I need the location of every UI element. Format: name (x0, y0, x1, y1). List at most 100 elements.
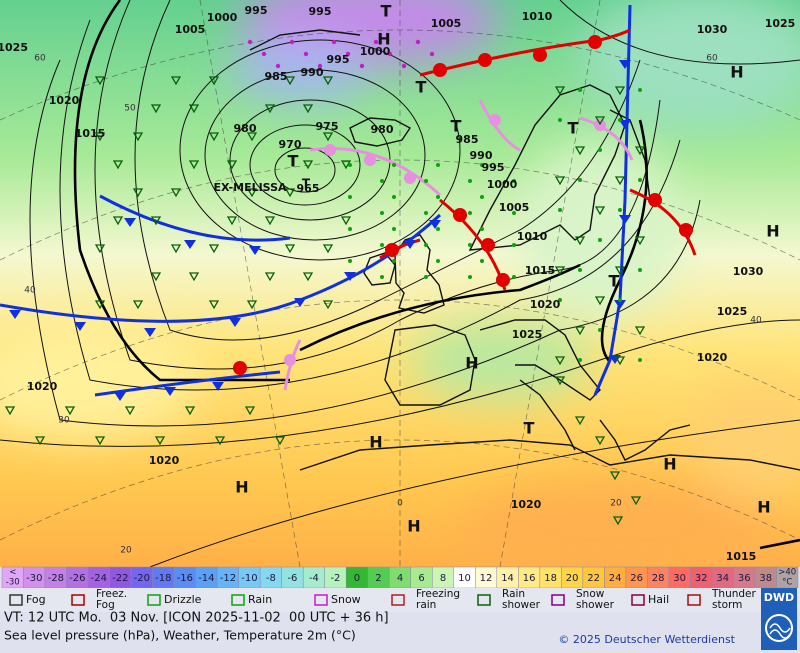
rain-symbol (468, 179, 472, 183)
rain-shower-symbol (124, 406, 136, 416)
cold-front-triangle (144, 328, 156, 337)
legend-label: storm (712, 599, 742, 611)
rain-shower-symbol (574, 326, 586, 336)
rain-shower-symbol (574, 416, 586, 426)
legend-icon (687, 594, 701, 606)
description: Sea level pressure (hPa), Weather, Tempe… (4, 628, 356, 643)
temperature-scale: <-30 -30 -28 -26 -24 -22 -20 -18 -16 -14 -12 -10 -8-… (1, 566, 799, 589)
temperature-label: 50 (124, 104, 136, 114)
temperature-label: 60 (34, 54, 46, 64)
legend-icon (477, 594, 491, 606)
rain-shower-symbol (594, 296, 606, 306)
rain-shower-symbol (94, 436, 106, 446)
rain-shower-symbol (302, 160, 314, 170)
snow-symbol (303, 51, 309, 57)
rain-symbol (480, 259, 484, 263)
scale-label: -22 (112, 573, 128, 584)
high-pressure: H (766, 222, 779, 241)
isobar-label: 1000 (487, 178, 518, 191)
system-name: EX-MELISSA (213, 181, 287, 194)
rain-symbol (392, 227, 396, 231)
legend-label: shower (576, 599, 615, 611)
rain-symbol (578, 88, 582, 92)
scale-label: -4 (309, 573, 319, 584)
cold-front-triangle (249, 246, 261, 255)
rain-symbol (424, 211, 428, 215)
isobars (0, 0, 800, 567)
isobar-label: 1025 (765, 17, 796, 30)
cold-front-triangle (74, 322, 86, 331)
rain-shower-symbol (64, 406, 76, 416)
warm-front-semicircle (679, 223, 693, 237)
rain-shower-symbol (94, 132, 106, 142)
legend-label: Freez. (96, 588, 127, 600)
rain-shower-symbol (594, 436, 606, 446)
logo-waves (769, 623, 791, 639)
rain-shower-symbol (170, 244, 182, 254)
scale-label: 36 (738, 573, 751, 584)
map-labels: 1000 995 995 1005 1005 1010 1030 1025 1025 1000 99… (0, 2, 795, 564)
isobar-label: 1030 (733, 265, 764, 278)
isobar-label: 1000 (207, 11, 238, 24)
rain-shower-symbol (150, 104, 162, 114)
scale-label: -10 (241, 573, 257, 584)
rain-symbol (558, 298, 562, 302)
rain-shower-symbol (246, 188, 258, 198)
rain-symbol (578, 178, 582, 182)
rain-shower-symbol (214, 436, 226, 446)
scale-label: 4 (397, 573, 403, 584)
scale-label: -30 (26, 573, 42, 584)
scale-label: 6 (418, 573, 424, 584)
rain-shower-symbol (246, 132, 258, 142)
low-pressure: T (451, 117, 462, 136)
snow-symbol (289, 39, 295, 45)
rain-symbol (380, 243, 384, 247)
legend-label: Rain (248, 593, 272, 606)
isobar-label: 1000 (360, 45, 391, 58)
rain-shower-symbol (554, 86, 566, 96)
rain-shower-symbol (246, 300, 258, 310)
rain-shower-symbol (284, 188, 296, 198)
snow-symbol (247, 39, 253, 45)
map: 1000 995 995 1005 1005 1010 1030 1025 1025 1000 99… (0, 0, 800, 567)
rain-symbol (512, 211, 516, 215)
rain-symbol (348, 227, 352, 231)
rain-shower-symbol (112, 160, 124, 170)
rain-symbol (436, 259, 440, 263)
rain-shower-symbol (154, 436, 166, 446)
isobar-label: 1010 (522, 10, 553, 23)
rain-shower-symbol (340, 216, 352, 226)
legend-icon (147, 594, 161, 606)
rain-shower-symbol (150, 216, 162, 226)
rain-shower-symbol (188, 272, 200, 282)
cold-front-triangle (429, 220, 441, 229)
troughs (73, 0, 800, 550)
rain-shower-symbol (634, 326, 646, 336)
cold-front-triangle (229, 318, 241, 327)
scale-label: 20 (566, 573, 579, 584)
rain-symbol (480, 227, 484, 231)
rain-shower-symbol (340, 160, 352, 170)
rain-shower-symbol (4, 406, 16, 416)
rain-shower-symbol (634, 146, 646, 156)
high-pressure: H (730, 63, 743, 82)
legend-label: Snow (331, 593, 361, 606)
rain-shower-symbol (322, 244, 334, 254)
low-pressure: T (609, 272, 620, 291)
rain-shower-symbol (188, 160, 200, 170)
rain-symbol (348, 163, 352, 167)
scale-label: 18 (544, 573, 557, 584)
valid-time: VT: 12 UTC Mo. 03 Nov. [ICON 2025-11-02 … (4, 611, 389, 626)
rain-shower-symbol (574, 236, 586, 246)
rain-shower-symbol (150, 272, 162, 282)
rain-symbol (392, 163, 396, 167)
rain-shower-symbol (614, 86, 626, 96)
isobar-label: 1005 (431, 17, 462, 30)
isobar-label: 980 (371, 123, 394, 136)
legend-label: Rain (502, 588, 525, 600)
isobar-label: 1005 (175, 23, 206, 36)
legend-icon (231, 594, 245, 606)
high-pressure: H (663, 455, 676, 474)
rain-symbol (348, 259, 352, 263)
